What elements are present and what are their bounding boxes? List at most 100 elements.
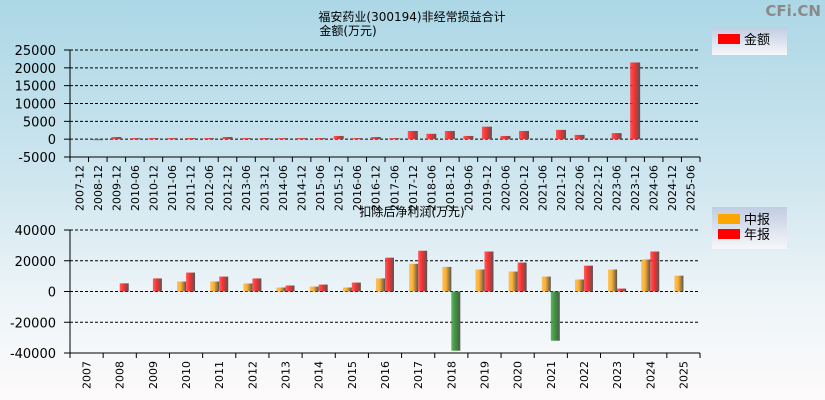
x-tick-label: 2019-06 <box>462 165 475 211</box>
bar <box>556 129 567 140</box>
bar <box>426 133 437 140</box>
bar <box>152 278 162 292</box>
x-tick-label: 2012 <box>246 361 259 389</box>
x-tick-label: 2007-12 <box>73 165 86 211</box>
x-tick-label: 2013-12 <box>259 165 272 211</box>
legend-label: 中报 <box>744 213 771 228</box>
bar <box>574 279 584 292</box>
bar <box>541 276 551 292</box>
chart-subtitle: 金额(万元) <box>319 23 376 38</box>
bar <box>252 278 262 292</box>
x-tick-label: 2017-06 <box>388 165 401 211</box>
legend-item: 金额 <box>712 31 787 48</box>
legend-top: 金额 <box>712 27 787 55</box>
x-tick-label: 2015-12 <box>333 165 346 211</box>
y-tick-label: 0 <box>48 286 56 301</box>
x-tick-label: 2021 <box>545 361 558 389</box>
x-tick-label: 2022 <box>578 361 591 389</box>
y-tick-label: -40000 <box>10 347 56 362</box>
x-tick-label: 2009 <box>147 361 160 389</box>
x-tick-label: 2011 <box>213 361 226 389</box>
bar <box>481 126 492 140</box>
bar <box>278 138 289 140</box>
bar <box>389 138 400 140</box>
bar <box>409 263 419 292</box>
x-tick-label: 2008 <box>114 361 127 389</box>
x-tick-label: 2008-12 <box>92 165 105 211</box>
x-tick-label: 2025-06 <box>685 165 698 211</box>
x-tick-label: 2023-12 <box>629 165 642 211</box>
watermark: CFi.CN <box>765 2 821 20</box>
bar <box>285 285 295 292</box>
x-tick-label: 2021-12 <box>555 165 568 211</box>
bar <box>630 62 641 140</box>
x-tick-label: 2012-06 <box>203 165 216 211</box>
x-tick-label: 2010-12 <box>147 165 160 211</box>
bar <box>342 287 352 292</box>
bar <box>475 269 485 292</box>
x-tick-label: 2015-06 <box>314 165 327 211</box>
x-tick-label: 2018-12 <box>444 165 457 211</box>
bar <box>442 266 452 292</box>
bar <box>92 139 103 141</box>
x-tick-label: 2009-12 <box>110 165 123 211</box>
bar <box>451 291 461 351</box>
bar <box>370 137 381 140</box>
bar <box>148 138 159 140</box>
chart-title: 福安药业(300194)非经常损益合计 <box>318 9 505 24</box>
bar <box>309 286 319 292</box>
legend-item: 中报 <box>712 211 787 228</box>
x-tick-label: 2019-12 <box>481 165 494 211</box>
x-tick-label: 2013 <box>280 361 293 389</box>
bar <box>550 291 560 341</box>
bar <box>376 278 385 292</box>
y-tick-label: 5000 <box>23 115 56 130</box>
y-tick-label: 20000 <box>15 255 56 270</box>
x-tick-label: 2025 <box>677 361 690 389</box>
bar <box>185 138 196 140</box>
bar <box>203 138 214 140</box>
bar <box>463 135 474 140</box>
bar <box>650 251 660 292</box>
bar <box>617 288 627 292</box>
y-tick-label: -5000 <box>18 151 56 166</box>
x-tick-label: 2014-06 <box>277 165 290 211</box>
bar <box>517 262 527 292</box>
x-tick-label: 2017 <box>412 361 425 389</box>
x-tick-label: 2016-12 <box>370 165 383 211</box>
bar <box>318 284 328 292</box>
x-tick-label: 2019 <box>478 361 491 389</box>
legend-label: 年报 <box>744 228 771 243</box>
bar <box>222 137 233 140</box>
bar <box>111 137 122 140</box>
bar <box>241 138 252 140</box>
x-tick-label: 2023 <box>611 361 624 389</box>
bar <box>210 281 220 292</box>
x-tick-label: 2011-12 <box>184 165 197 211</box>
bar <box>352 138 363 140</box>
y-tick-label: 40000 <box>15 224 56 239</box>
y-tick-label: 0 <box>48 133 56 148</box>
legend-label: 金额 <box>744 33 771 48</box>
legend-bottom: 中报 年报 <box>712 207 787 249</box>
x-tick-label: 2018 <box>445 361 458 389</box>
bar <box>243 283 253 292</box>
y-tick-label: 25000 <box>15 44 56 59</box>
bar <box>186 272 196 292</box>
x-tick-label: 2024-12 <box>666 165 679 211</box>
bar <box>129 138 140 140</box>
x-tick-label: 2011-06 <box>166 165 179 211</box>
legend-swatch <box>718 213 740 224</box>
x-tick-label: 2024-06 <box>648 165 661 211</box>
chart-title: 扣除后净利润(万元) <box>359 204 464 219</box>
x-tick-label: 2020 <box>512 361 525 389</box>
bar <box>315 138 326 140</box>
legend-swatch <box>718 228 740 239</box>
x-tick-label: 2012-12 <box>222 165 235 211</box>
y-tick-label: 15000 <box>15 80 56 95</box>
bar <box>611 133 622 140</box>
x-tick-label: 2023-06 <box>611 165 624 211</box>
y-tick-label: 20000 <box>15 62 56 77</box>
bar <box>351 282 361 292</box>
